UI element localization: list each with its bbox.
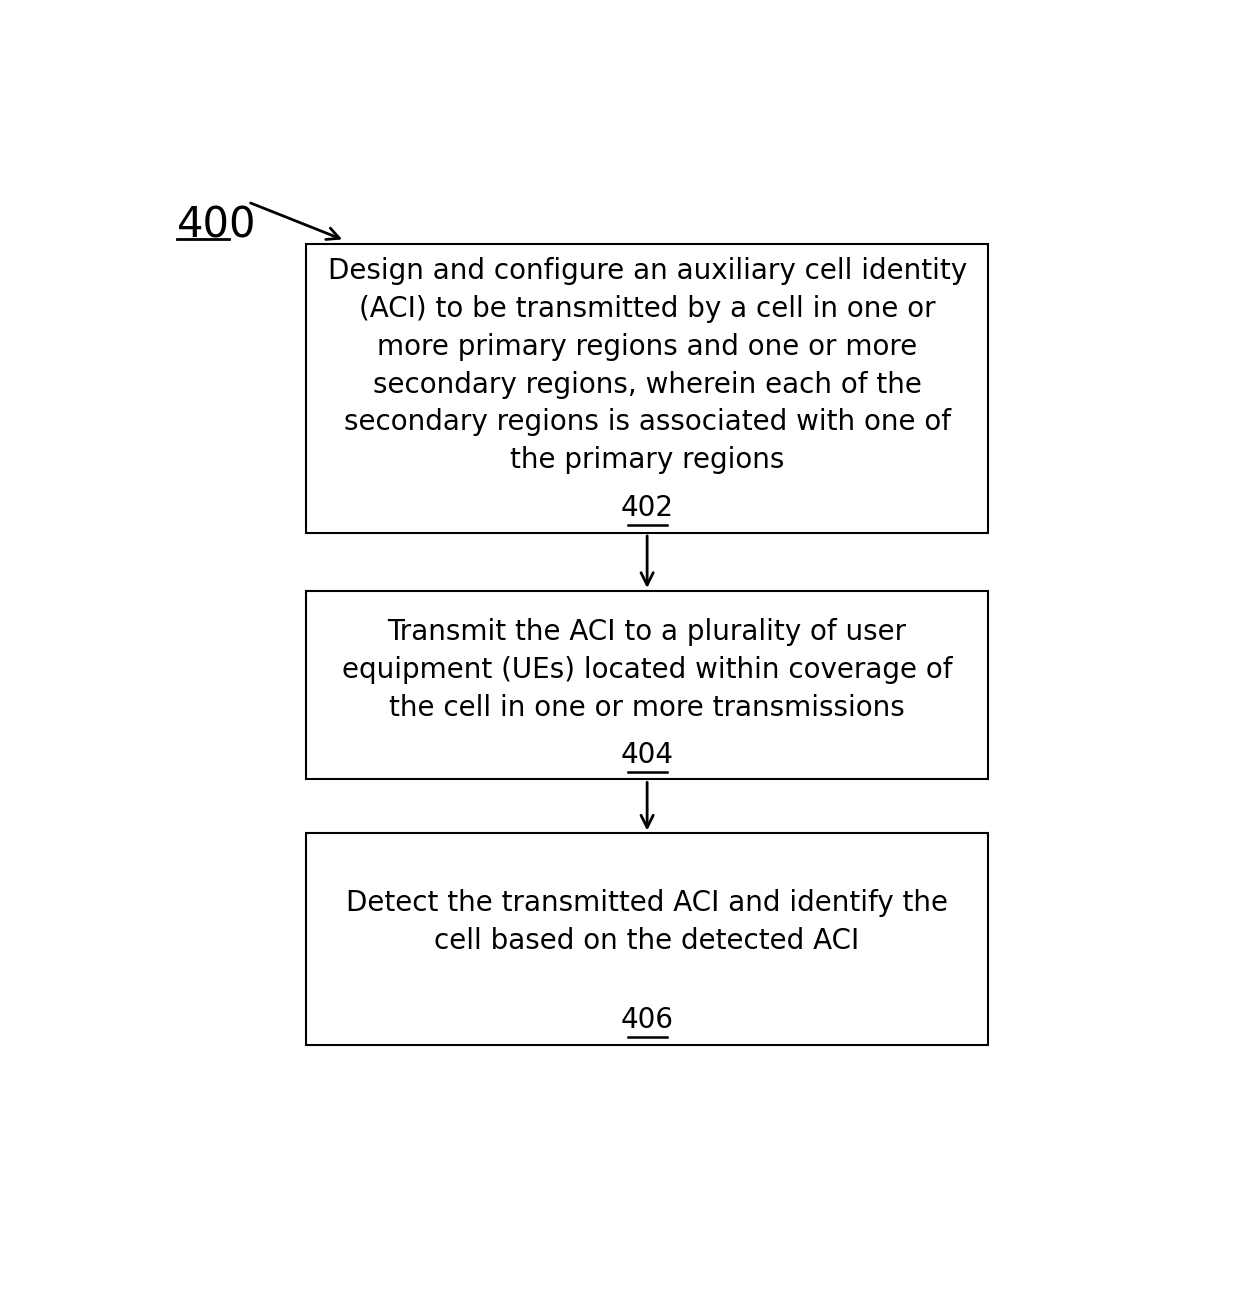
Text: Detect the transmitted ACI and identify the
cell based on the detected ACI: Detect the transmitted ACI and identify …	[346, 889, 949, 955]
Text: 400: 400	[176, 204, 257, 247]
Text: 404: 404	[621, 741, 673, 768]
Bar	[306, 591, 988, 780]
Text: 402: 402	[621, 495, 673, 522]
Text: Design and configure an auxiliary cell identity
(ACI) to be transmitted by a cel: Design and configure an auxiliary cell i…	[327, 257, 967, 474]
Bar	[306, 244, 988, 533]
Text: Transmit the ACI to a plurality of user
equipment (UEs) located within coverage : Transmit the ACI to a plurality of user …	[342, 618, 952, 722]
Text: 406: 406	[621, 1006, 673, 1035]
Bar	[306, 833, 988, 1045]
